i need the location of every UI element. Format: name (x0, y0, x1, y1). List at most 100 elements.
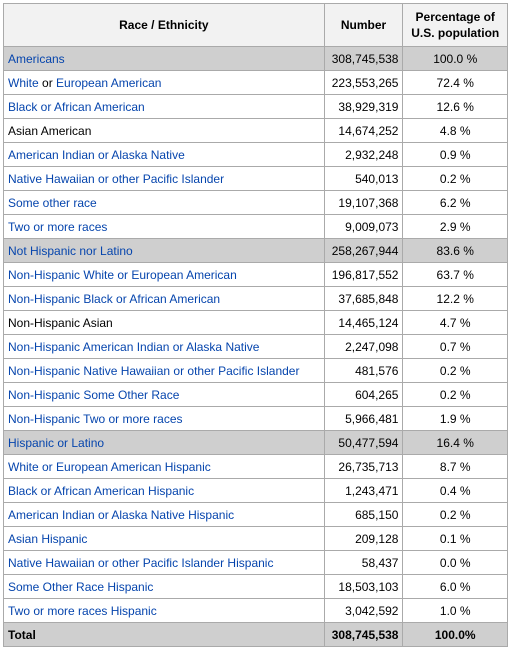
cell-percentage: 6.2 % (402, 190, 508, 215)
table-row-americans: Americans 308,745,538 100.0 % (3, 46, 508, 71)
link-h-american-indian[interactable]: American Indian or Alaska Native Hispani… (8, 507, 235, 522)
table-row-nh-white: Non-Hispanic White or European American … (3, 262, 508, 287)
table-row-total: Total 308,745,538 100.0% (3, 622, 508, 647)
cell-number: 223,553,265 (323, 70, 404, 95)
link-nh-some-other-race[interactable]: Non-Hispanic Some Other Race (8, 387, 180, 402)
header-percentage: Percentage of U.S. population (402, 3, 508, 47)
cell-percentage: 6.0 % (402, 574, 508, 599)
table-row-two-or-more: Two or more races 9,009,073 2.9 % (3, 214, 508, 239)
cell-number: 604,265 (323, 382, 404, 407)
header-row: Race / Ethnicity Number Percentage of U.… (3, 3, 508, 47)
cell-percentage: 0.9 % (402, 142, 508, 167)
link-two-or-more-races[interactable]: Two or more races (8, 219, 108, 234)
link-h-black[interactable]: Black or African American Hispanic (8, 483, 195, 498)
cell-number: 38,929,319 (323, 94, 404, 119)
table-row-asian: Asian American 14,674,252 4.8 % (3, 118, 508, 143)
table-row-hispanic: Hispanic or Latino 50,477,594 16.4 % (3, 430, 508, 455)
cell-percentage: 16.4 % (402, 430, 508, 455)
cell-percentage: 0.2 % (402, 502, 508, 527)
cell-number: 26,735,713 (323, 454, 404, 479)
cell-number: 3,042,592 (323, 598, 404, 623)
header-number: Number (323, 3, 404, 47)
link-nh-white[interactable]: Non-Hispanic White or European American (8, 267, 237, 282)
table-row-native-hawaiian: Native Hawaiian or other Pacific Islande… (3, 166, 508, 191)
table-row-black: Black or African American 38,929,319 12.… (3, 94, 508, 119)
cell-percentage: 100.0 % (402, 46, 508, 71)
cell-percentage: 0.1 % (402, 526, 508, 551)
cell-number: 9,009,073 (323, 214, 404, 239)
header-race-ethnicity: Race / Ethnicity (3, 3, 325, 47)
cell-number: 308,745,538 (323, 46, 404, 71)
table-row-nh-black: Non-Hispanic Black or African American 3… (3, 286, 508, 311)
cell-percentage: 0.2 % (402, 382, 508, 407)
cell-percentage: 63.7 % (402, 262, 508, 287)
total-number: 308,745,538 (323, 622, 404, 647)
link-hispanic-latino[interactable]: Hispanic or Latino (8, 435, 105, 450)
link-h-asian[interactable]: Asian Hispanic (8, 531, 88, 546)
link-h-some-other-race[interactable]: Some Other Race Hispanic (8, 579, 154, 594)
link-h-white[interactable]: White or European American Hispanic (8, 459, 211, 474)
link-white[interactable]: White (8, 75, 39, 90)
link-native-hawaiian[interactable]: Native Hawaiian or other Pacific Islande… (8, 171, 225, 186)
link-not-hispanic[interactable]: Not Hispanic nor Latino (8, 243, 133, 258)
cell-percentage: 1.0 % (402, 598, 508, 623)
cell-percentage: 0.2 % (402, 166, 508, 191)
header-percentage-line2: U.S. population (411, 26, 500, 40)
cell-number: 19,107,368 (323, 190, 404, 215)
link-nh-native-hawaiian[interactable]: Non-Hispanic Native Hawaiian or other Pa… (8, 363, 300, 378)
cell-percentage: 1.9 % (402, 406, 508, 431)
cell-number: 196,817,552 (323, 262, 404, 287)
link-nh-two-or-more[interactable]: Non-Hispanic Two or more races (8, 411, 183, 426)
table-row-h-american-indian: American Indian or Alaska Native Hispani… (3, 502, 508, 527)
cell-percentage: 12.2 % (402, 286, 508, 311)
table-row-white: White or European American 223,553,265 7… (3, 70, 508, 95)
cell-number: 258,267,944 (323, 238, 404, 263)
link-black-african-american[interactable]: Black or African American (8, 99, 145, 114)
cell-percentage: 4.7 % (402, 310, 508, 335)
cell-number: 2,247,098 (323, 334, 404, 359)
label-asian-american: Asian American (8, 123, 92, 138)
cell-percentage: 8.7 % (402, 454, 508, 479)
cell-percentage: 0.0 % (402, 550, 508, 575)
link-h-native-hawaiian[interactable]: Native Hawaiian or other Pacific Islande… (8, 555, 274, 570)
link-european-american[interactable]: European American (56, 75, 162, 90)
cell-number: 5,966,481 (323, 406, 404, 431)
cell-percentage: 83.6 % (402, 238, 508, 263)
link-american-indian[interactable]: American Indian or Alaska Native (8, 147, 185, 162)
cell-number: 37,685,848 (323, 286, 404, 311)
link-some-other-race[interactable]: Some other race (8, 195, 97, 210)
table-row-h-native-hawaiian: Native Hawaiian or other Pacific Islande… (3, 550, 508, 575)
cell-number: 50,477,594 (323, 430, 404, 455)
cell-percentage: 0.7 % (402, 334, 508, 359)
cell-number: 18,503,103 (323, 574, 404, 599)
table-row-nh-two-or-more: Non-Hispanic Two or more races 5,966,481… (3, 406, 508, 431)
cell-number: 209,128 (323, 526, 404, 551)
cell-percentage: 0.4 % (402, 478, 508, 503)
cell-number: 481,576 (323, 358, 404, 383)
table-row-not-hispanic: Not Hispanic nor Latino 258,267,944 83.6… (3, 238, 508, 263)
link-nh-black[interactable]: Non-Hispanic Black or African American (8, 291, 221, 306)
cell-percentage: 72.4 % (402, 70, 508, 95)
link-h-two-or-more[interactable]: Two or more races Hispanic (8, 603, 157, 618)
table-row-h-asian: Asian Hispanic 209,128 0.1 % (3, 526, 508, 551)
table-row-nh-some-other: Non-Hispanic Some Other Race 604,265 0.2… (3, 382, 508, 407)
cell-number: 14,674,252 (323, 118, 404, 143)
cell-percentage: 0.2 % (402, 358, 508, 383)
cell-percentage: 12.6 % (402, 94, 508, 119)
total-percentage: 100.0% (402, 622, 508, 647)
table-row-american-indian: American Indian or Alaska Native 2,932,2… (3, 142, 508, 167)
table-row-h-white: White or European American Hispanic 26,7… (3, 454, 508, 479)
table-row-h-some-other: Some Other Race Hispanic 18,503,103 6.0 … (3, 574, 508, 599)
cell-percentage: 4.8 % (402, 118, 508, 143)
race-ethnicity-table: Race / Ethnicity Number Percentage of U.… (3, 3, 508, 647)
cell-number: 58,437 (323, 550, 404, 575)
cell-number: 1,243,471 (323, 478, 404, 503)
link-nh-american-indian[interactable]: Non-Hispanic American Indian or Alaska N… (8, 339, 260, 354)
table-row-nh-asian: Non-Hispanic Asian 14,465,124 4.7 % (3, 310, 508, 335)
table-row-nh-native-hawaiian: Non-Hispanic Native Hawaiian or other Pa… (3, 358, 508, 383)
label-nh-asian: Non-Hispanic Asian (8, 315, 113, 330)
table-row-some-other-race: Some other race 19,107,368 6.2 % (3, 190, 508, 215)
total-label: Total (3, 622, 325, 647)
link-americans[interactable]: Americans (8, 51, 65, 66)
header-percentage-line1: Percentage of (415, 10, 495, 24)
